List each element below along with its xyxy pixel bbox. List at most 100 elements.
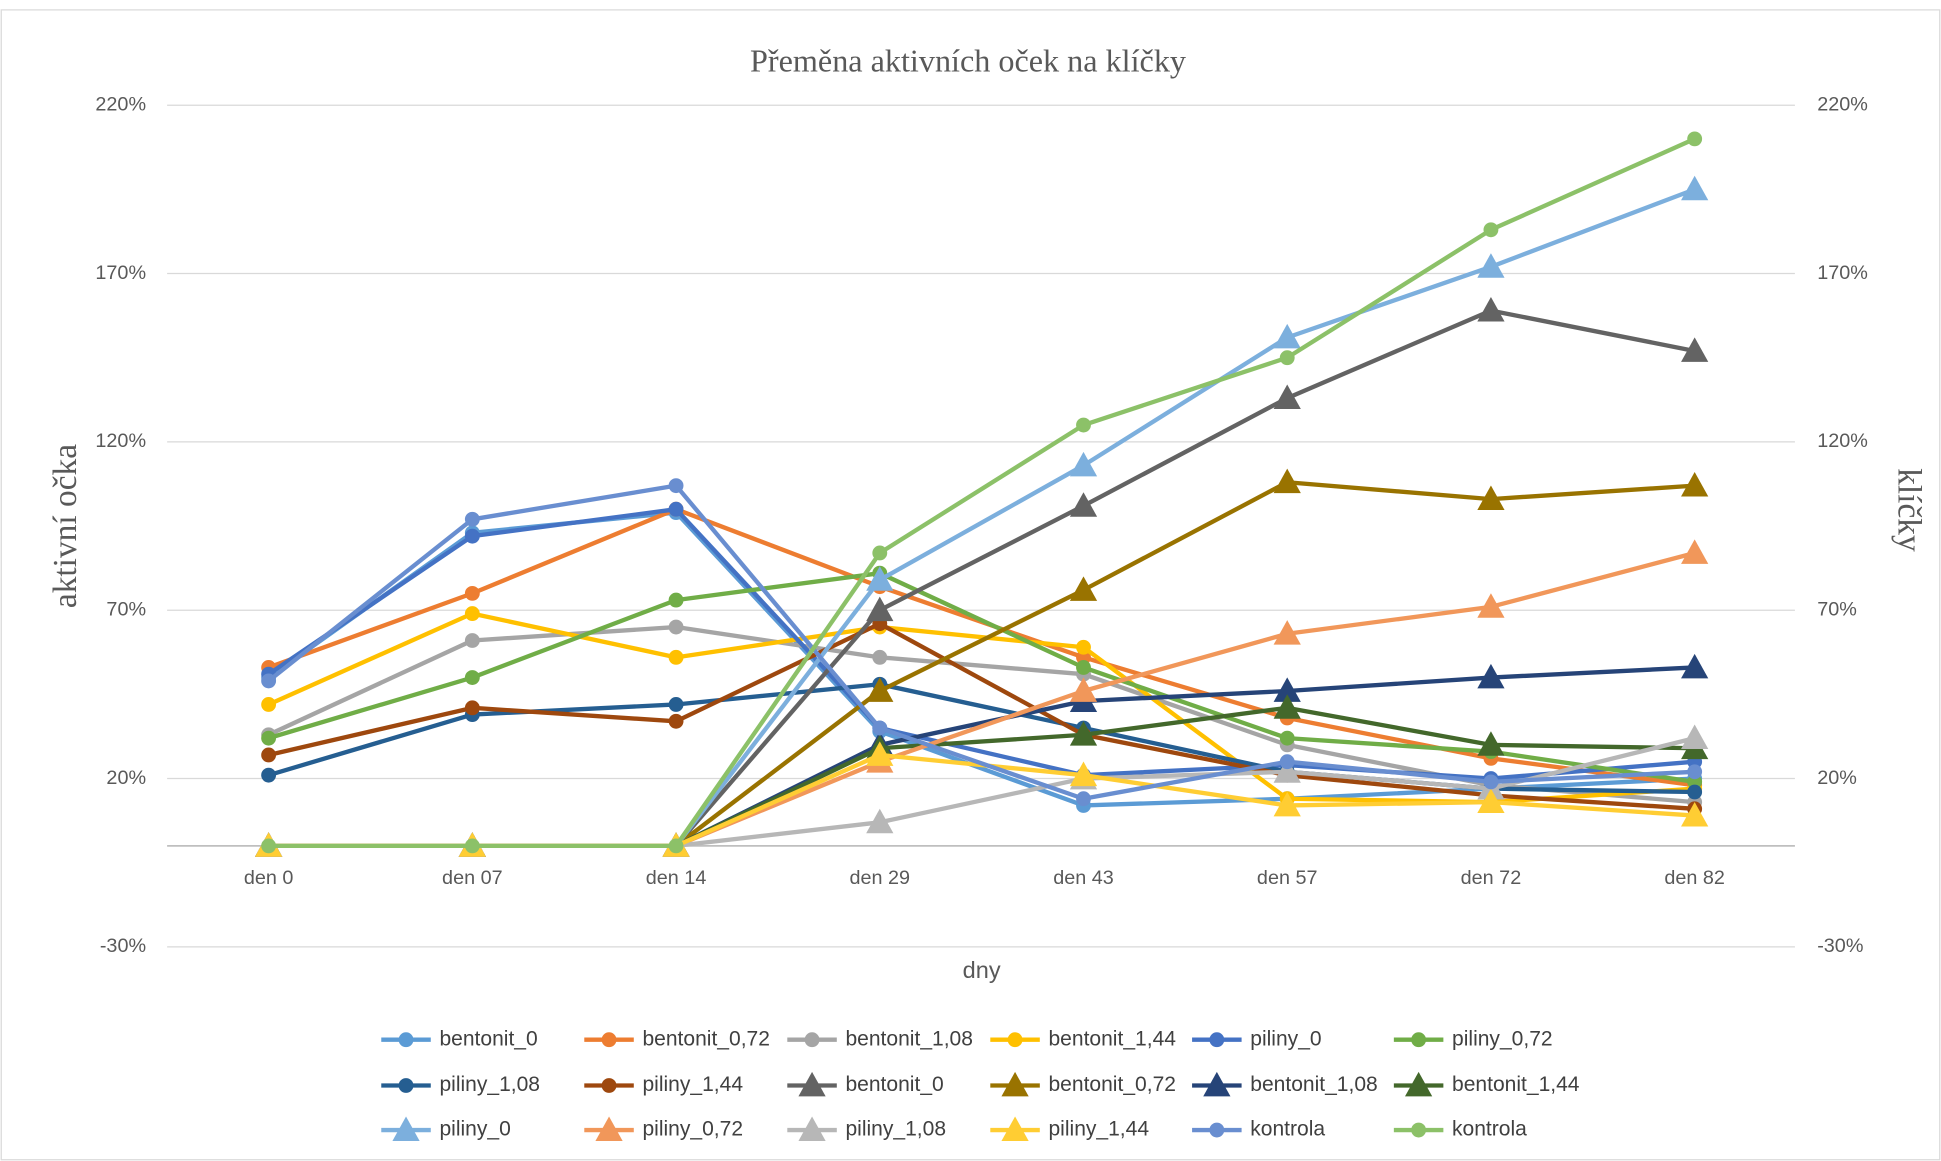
data-point bbox=[866, 677, 894, 702]
legend-label: piliny_1,44 bbox=[642, 1073, 743, 1096]
data-point bbox=[1069, 451, 1098, 477]
data-point bbox=[1477, 593, 1505, 618]
data-point bbox=[1681, 337, 1709, 362]
data-point bbox=[1483, 774, 1499, 790]
y-tick-label: 170% bbox=[95, 262, 146, 284]
x-tick-label: den 07 bbox=[442, 867, 503, 889]
legend-label: bentonit_0 bbox=[845, 1073, 943, 1096]
data-point bbox=[1069, 721, 1098, 746]
data-point bbox=[1069, 492, 1098, 517]
legend-label: kontrola bbox=[1250, 1118, 1325, 1141]
legend-label: bentonit_1,08 bbox=[845, 1027, 972, 1050]
legend-label: piliny_0,72 bbox=[642, 1118, 743, 1141]
x-tick-label: den 82 bbox=[1664, 867, 1725, 889]
legend-label: bentonit_0,72 bbox=[642, 1027, 769, 1050]
series bbox=[261, 478, 1703, 807]
x-tick-label: den 57 bbox=[1257, 867, 1318, 889]
data-point bbox=[866, 566, 894, 591]
data-point bbox=[668, 478, 684, 494]
legend-swatch-marker bbox=[1209, 1122, 1225, 1138]
series bbox=[261, 131, 1703, 854]
data-point bbox=[668, 697, 684, 712]
data-point bbox=[1687, 784, 1703, 800]
legend-swatch-marker bbox=[1411, 1032, 1427, 1048]
legend-label: piliny_1,08 bbox=[439, 1073, 540, 1096]
data-point bbox=[1279, 350, 1295, 366]
data-point bbox=[1076, 660, 1091, 675]
y2-tick-label: 20% bbox=[1817, 767, 1857, 789]
legend-swatch-marker bbox=[1209, 1032, 1225, 1048]
data-point bbox=[1477, 731, 1505, 756]
data-point bbox=[866, 808, 894, 834]
data-point bbox=[1069, 576, 1098, 601]
y2-tick-label: 220% bbox=[1817, 93, 1868, 115]
data-point bbox=[668, 649, 684, 665]
data-point bbox=[1681, 539, 1709, 564]
legend-swatch-marker bbox=[601, 1078, 617, 1093]
data-point bbox=[1069, 677, 1098, 702]
data-point bbox=[261, 673, 277, 689]
data-point bbox=[1483, 222, 1499, 238]
legend-swatch-marker bbox=[798, 1071, 826, 1097]
data-point bbox=[872, 545, 888, 561]
data-point bbox=[261, 730, 277, 746]
legend-swatch-marker bbox=[398, 1032, 414, 1048]
legend-label: bentonit_1,44 bbox=[1048, 1027, 1176, 1050]
series-line bbox=[268, 621, 1695, 811]
data-point bbox=[1273, 468, 1301, 494]
data-point bbox=[464, 511, 480, 527]
data-point bbox=[1687, 131, 1703, 147]
data-point bbox=[866, 741, 894, 766]
y-tick-label: -30% bbox=[100, 935, 146, 957]
legend-swatch-marker bbox=[1203, 1071, 1231, 1097]
series-line bbox=[267, 507, 1695, 781]
data-point bbox=[464, 606, 480, 621]
data-point bbox=[464, 838, 480, 854]
legend-label: piliny_1,08 bbox=[845, 1118, 946, 1141]
data-point bbox=[668, 501, 684, 517]
legend-label: kontrola bbox=[1452, 1118, 1527, 1141]
legend-label: bentonit_1,44 bbox=[1452, 1073, 1580, 1096]
data-point bbox=[1273, 677, 1301, 702]
legend-swatch-marker bbox=[1001, 1071, 1029, 1097]
data-point bbox=[1076, 791, 1091, 807]
data-point bbox=[1273, 758, 1301, 783]
y2-tick-label: 70% bbox=[1817, 598, 1857, 620]
legend-label: bentonit_1,08 bbox=[1250, 1073, 1377, 1096]
y-axis-label: aktivní očka bbox=[47, 444, 84, 608]
legend-swatch-marker bbox=[798, 1116, 826, 1141]
data-point bbox=[464, 700, 480, 716]
data-point bbox=[872, 649, 888, 665]
series-line bbox=[268, 136, 1696, 849]
data-point bbox=[1279, 730, 1295, 746]
data-point bbox=[1681, 175, 1709, 201]
data-point bbox=[1681, 472, 1709, 497]
legend-swatch-marker bbox=[804, 1032, 820, 1048]
legend-label: piliny_0 bbox=[439, 1118, 510, 1141]
data-point bbox=[1477, 296, 1505, 322]
data-point bbox=[464, 670, 480, 685]
legend-swatch-marker bbox=[1404, 1071, 1433, 1097]
series-line bbox=[268, 571, 1695, 785]
y2-tick-label: -30% bbox=[1817, 935, 1863, 957]
data-point bbox=[1477, 788, 1505, 813]
x-tick-label: den 14 bbox=[646, 867, 707, 889]
data-point bbox=[1681, 653, 1709, 679]
legend-swatch-marker bbox=[601, 1032, 617, 1048]
y2-tick-label: 120% bbox=[1817, 430, 1868, 452]
chart-title: Přeměna aktivních oček na klíčky bbox=[750, 43, 1186, 79]
data-point bbox=[1477, 663, 1505, 689]
data-point bbox=[1273, 694, 1301, 719]
data-point bbox=[1273, 620, 1301, 645]
y-tick-label: 220% bbox=[95, 93, 146, 115]
data-point bbox=[1681, 801, 1709, 827]
x-tick-label: den 43 bbox=[1053, 867, 1114, 889]
y-tick-label: 70% bbox=[106, 598, 146, 620]
data-point bbox=[1069, 761, 1098, 787]
data-point bbox=[261, 767, 277, 783]
x-tick-label: den 0 bbox=[244, 867, 294, 889]
data-point bbox=[464, 633, 480, 648]
y2-axis-label: klíčky bbox=[1891, 468, 1928, 552]
data-point bbox=[1076, 639, 1091, 655]
